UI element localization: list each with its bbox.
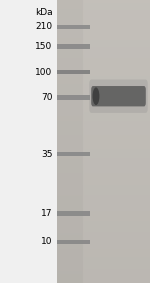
Bar [57, 152, 90, 156]
Bar [57, 70, 90, 74]
Bar [57, 95, 90, 100]
Bar [57, 240, 90, 244]
FancyBboxPatch shape [91, 86, 146, 106]
Bar [57, 44, 90, 49]
Text: kDa: kDa [35, 8, 52, 17]
Text: 17: 17 [41, 209, 52, 218]
Text: 210: 210 [35, 22, 52, 31]
Text: 70: 70 [41, 93, 52, 102]
Text: 35: 35 [41, 150, 52, 159]
Text: 100: 100 [35, 68, 52, 77]
Ellipse shape [93, 87, 99, 105]
Bar [57, 211, 90, 216]
FancyBboxPatch shape [89, 80, 148, 113]
Text: 150: 150 [35, 42, 52, 51]
Bar [57, 25, 90, 29]
Text: 10: 10 [41, 237, 52, 246]
